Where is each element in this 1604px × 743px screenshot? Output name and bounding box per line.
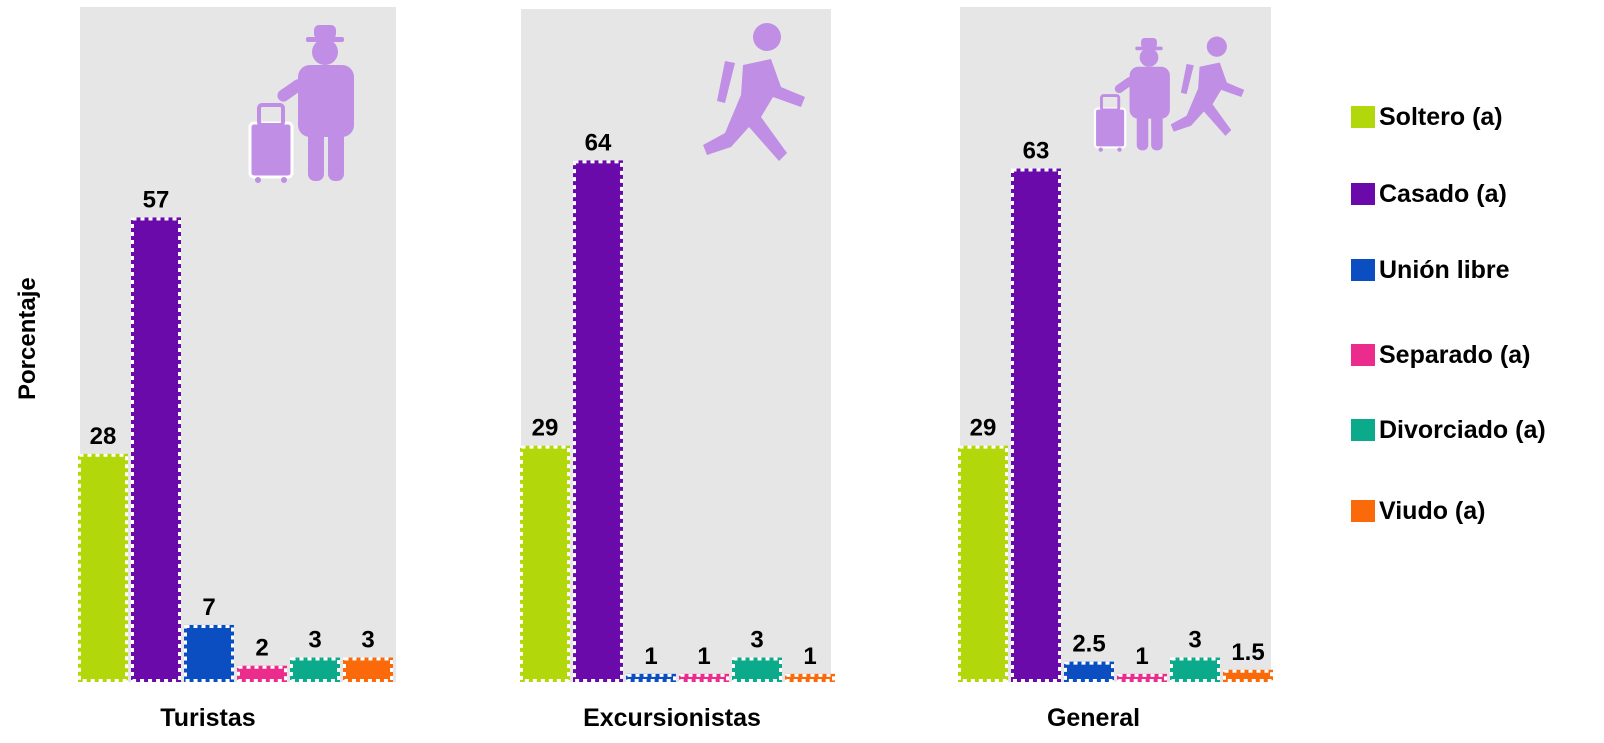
bars-excursionistas: 29 64 1 1 3 1 xyxy=(520,129,835,682)
data-label-turistas-union-libre: 7 xyxy=(202,594,215,621)
legend-swatch xyxy=(1351,419,1375,441)
bar-edge xyxy=(1170,657,1220,682)
legend-item-separado-a: Separado (a) xyxy=(1351,340,1530,370)
walking-person-icon xyxy=(1170,36,1245,136)
data-label-excursionistas-viudo-a: 1 xyxy=(803,643,816,670)
legend-label: Soltero (a) xyxy=(1379,102,1503,131)
bar-edge xyxy=(958,445,1008,682)
bar-edge xyxy=(626,673,676,682)
bar-edge xyxy=(1223,669,1273,683)
bar-edge xyxy=(1064,661,1114,682)
bar-edge xyxy=(237,665,287,683)
legend-item-viudo-a: Viudo (a) xyxy=(1351,496,1485,526)
y-axis-label: Porcentaje xyxy=(14,277,41,400)
tourist-with-suitcase-icon xyxy=(1093,38,1170,152)
category-label-turistas: Turistas xyxy=(160,704,255,732)
bar-edge xyxy=(1117,673,1167,682)
panel-excursionistas xyxy=(521,9,831,682)
legend-label: Casado (a) xyxy=(1379,179,1507,208)
bar-edge xyxy=(520,445,570,682)
legend-item-casado-a: Casado (a) xyxy=(1351,179,1507,209)
bar-excursionistas-soltero-a xyxy=(520,445,570,682)
data-label-turistas-viudo-a: 3 xyxy=(361,627,374,654)
bar-turistas-separado-a xyxy=(237,665,287,682)
data-label-turistas-separado-a: 2 xyxy=(255,635,268,662)
bar-edge xyxy=(679,673,729,682)
panel-icons xyxy=(1093,36,1245,152)
bar-edge xyxy=(732,657,782,682)
data-label-turistas-casado-a: 57 xyxy=(143,186,170,213)
data-label-general-casado-a: 63 xyxy=(1023,138,1050,165)
bar-general-union-libre xyxy=(1064,661,1114,682)
legend-label: Unión libre xyxy=(1379,255,1510,284)
data-label-general-divorciado-a: 3 xyxy=(1188,627,1201,654)
legend-label: Viudo (a) xyxy=(1379,496,1486,525)
bar-general-soltero-a xyxy=(958,445,1008,682)
data-label-turistas-divorciado-a: 3 xyxy=(308,627,321,654)
legend-swatch xyxy=(1351,183,1375,205)
bar-edge xyxy=(573,160,623,682)
panel-icons xyxy=(703,23,805,161)
bar-excursionistas-viudo-a xyxy=(785,673,835,682)
bar-excursionistas-divorciado-a xyxy=(732,657,782,682)
bar-excursionistas-casado-a xyxy=(573,160,623,682)
bar-turistas-soltero-a xyxy=(78,453,128,682)
bars-turistas: 28 57 7 2 3 3 xyxy=(78,186,393,683)
legend-swatch xyxy=(1351,259,1375,281)
bar-turistas-divorciado-a xyxy=(290,657,340,682)
bar-edge xyxy=(290,657,340,682)
bars-general: 29 63 2.5 1 3 1.5 xyxy=(958,138,1273,683)
data-label-excursionistas-divorciado-a: 3 xyxy=(750,627,763,654)
bar-edge xyxy=(343,657,393,682)
bar-turistas-casado-a xyxy=(131,217,181,682)
panel-icons xyxy=(248,25,354,183)
bar-edge xyxy=(785,673,835,682)
category-label-excursionistas: Excursionistas xyxy=(583,704,761,732)
legend-label: Separado (a) xyxy=(1379,340,1531,369)
bar-edge xyxy=(131,217,181,682)
legend-label: Divorciado (a) xyxy=(1379,415,1546,444)
bar-edge xyxy=(1011,168,1061,683)
data-label-excursionistas-casado-a: 64 xyxy=(585,129,612,156)
data-label-turistas-soltero-a: 28 xyxy=(90,423,117,450)
category-label-general: General xyxy=(1047,704,1140,732)
legend-item-soltero-a: Soltero (a) xyxy=(1351,102,1503,132)
data-label-general-soltero-a: 29 xyxy=(970,415,997,442)
panel-background xyxy=(521,9,831,682)
legend-swatch xyxy=(1351,500,1375,522)
tourist-with-suitcase-icon xyxy=(248,25,354,183)
data-label-general-union-libre: 2.5 xyxy=(1072,631,1105,658)
data-label-general-viudo-a: 1.5 xyxy=(1231,639,1264,666)
bar-turistas-viudo-a xyxy=(343,657,393,682)
bar-excursionistas-separado-a xyxy=(679,673,729,682)
legend-item-divorciado-a: Divorciado (a) xyxy=(1351,415,1546,445)
walking-person-icon xyxy=(703,23,805,161)
legend-swatch xyxy=(1351,344,1375,366)
data-label-excursionistas-soltero-a: 29 xyxy=(532,415,559,442)
bar-general-divorciado-a xyxy=(1170,657,1220,682)
legend-item-union-libre: Unión libre xyxy=(1351,255,1510,285)
data-label-excursionistas-union-libre: 1 xyxy=(644,643,657,670)
bar-general-casado-a xyxy=(1011,168,1061,683)
legend-swatch xyxy=(1351,106,1375,128)
bar-excursionistas-union-libre xyxy=(626,673,676,682)
data-label-excursionistas-separado-a: 1 xyxy=(697,643,710,670)
data-label-general-separado-a: 1 xyxy=(1135,643,1148,670)
bar-general-separado-a xyxy=(1117,673,1167,682)
bar-edge xyxy=(184,624,234,683)
bar-general-viudo-a xyxy=(1223,669,1273,682)
bar-turistas-union-libre xyxy=(184,624,234,682)
